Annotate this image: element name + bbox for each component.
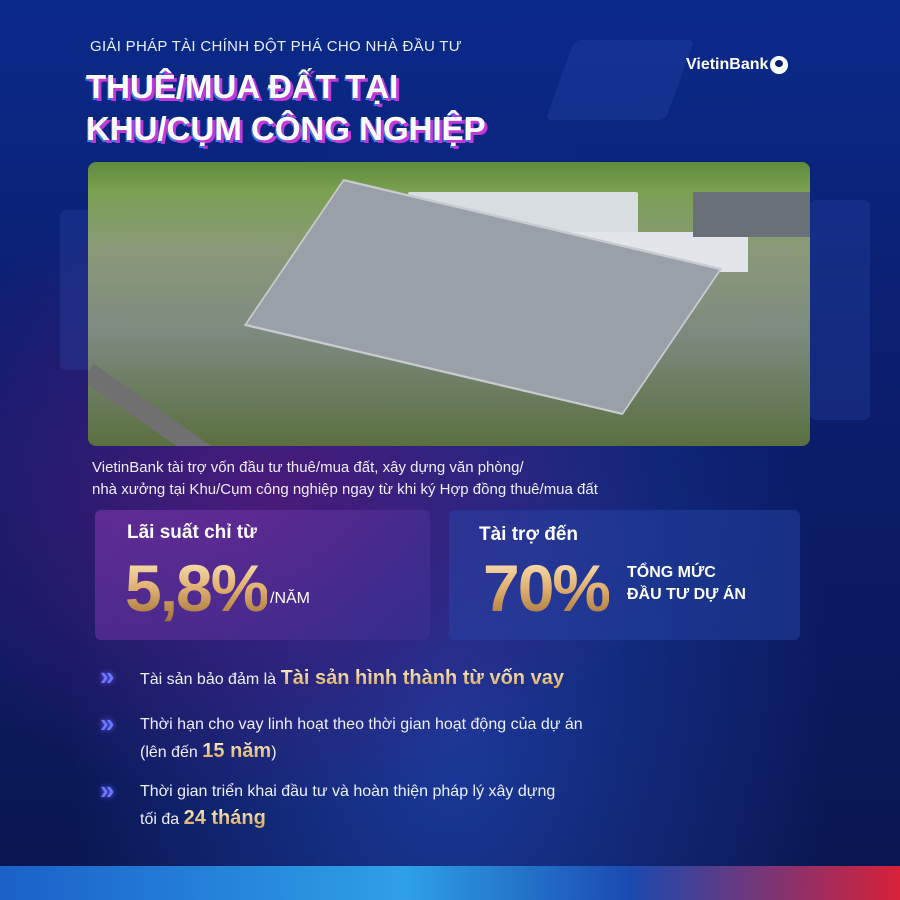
card-label: Tài trợ đến: [479, 524, 579, 545]
card-unit: TỔNG MỨC ĐẦU TƯ DỰ ÁN: [627, 562, 746, 606]
list-item: » Thời hạn cho vay linh hoạt theo thời g…: [100, 708, 583, 766]
unit-line: TỔNG MỨC: [627, 564, 716, 581]
bullet-highlight: 24 tháng: [183, 807, 266, 829]
list-item: » Thời gian triển khai đầu tư và hoàn th…: [100, 775, 556, 833]
financing-card: Tài trợ đến 70% TỔNG MỨC ĐẦU TƯ DỰ ÁN: [449, 510, 800, 640]
title-line: THUÊ/MUA ĐẤT TẠI: [86, 68, 399, 105]
bullet-text: Tài sản bảo đảm là: [140, 671, 281, 688]
unit-line: ĐẦU TƯ DỰ ÁN: [627, 586, 746, 603]
description-line: VietinBank tài trợ vốn đầu tư thuê/mua đ…: [92, 459, 524, 476]
logo-text: VietinBank: [686, 56, 769, 73]
list-item: » Tài sản bảo đảm là Tài sản hình thành …: [100, 661, 564, 693]
bullet-highlight: 15 năm: [202, 740, 272, 762]
photo-warehouse: [243, 178, 723, 416]
bullet-text: Thời gian triển khai đầu tư và hoàn thiệ…: [140, 783, 556, 800]
financing-value: 70%: [483, 551, 611, 625]
decor-tile: [810, 200, 870, 420]
photo-road: [88, 363, 307, 446]
bullet-text: tối đa: [140, 811, 184, 828]
bullet-text: Thời hạn cho vay linh hoạt theo thời gia…: [140, 716, 583, 733]
decor-tile: [545, 40, 695, 120]
industrial-park-photo: [88, 162, 810, 446]
description-line: nhà xưởng tại Khu/Cụm công nghiệp ngay t…: [92, 481, 598, 498]
subtitle: GIẢI PHÁP TÀI CHÍNH ĐỘT PHÁ CHO NHÀ ĐẦU …: [90, 38, 462, 55]
photo-building: [693, 192, 810, 237]
chevron-right-icon: »: [100, 708, 115, 738]
interest-rate-card: Lãi suất chỉ từ 5,8% /NĂM: [95, 510, 430, 640]
chevron-right-icon: »: [100, 661, 115, 691]
logo-mark-icon: [770, 56, 789, 74]
card-label: Lãi suất chỉ từ: [127, 522, 257, 543]
bullet-highlight: Tài sản hình thành từ vốn vay: [280, 667, 564, 689]
bullet-text: (lên đến: [140, 744, 203, 761]
card-unit: /NĂM: [270, 590, 310, 607]
page-title: THUÊ/MUA ĐẤT TẠI KHU/CỤM CÔNG NGHIỆP: [86, 66, 486, 150]
description: VietinBank tài trợ vốn đầu tư thuê/mua đ…: [92, 457, 598, 501]
vietinbank-logo: VietinBank: [686, 56, 789, 74]
title-line: KHU/CỤM CÔNG NGHIỆP: [86, 110, 486, 147]
chevron-right-icon: »: [100, 775, 115, 805]
interest-rate-value: 5,8%: [125, 551, 269, 625]
bullet-text: ): [271, 744, 277, 761]
bottom-color-stripe: [0, 866, 900, 900]
